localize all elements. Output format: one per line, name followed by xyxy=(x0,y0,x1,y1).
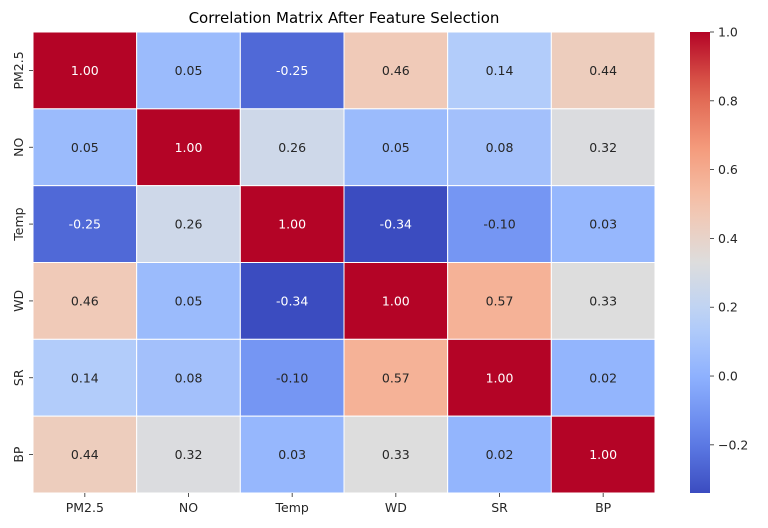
colorbar-tick-label-5: 0.8 xyxy=(718,93,738,108)
cell-4-0 xyxy=(32,338,138,417)
cell-label-1-3: 0.05 xyxy=(382,140,410,155)
x-tick-label-0: PM2.5 xyxy=(66,500,104,515)
cell-label-2-2: 1.00 xyxy=(278,217,306,232)
cell-label-5-0: 0.44 xyxy=(71,447,99,462)
colorbar-tick-label-1: 0.0 xyxy=(718,369,738,384)
colorbar-tick-label-6: 1.0 xyxy=(718,25,738,40)
cell-label-5-2: 0.03 xyxy=(278,447,306,462)
y-axis: PM2.5 NO Temp WD SR BP xyxy=(11,51,33,463)
cell-label-0-3: 0.46 xyxy=(382,63,410,78)
cell-label-5-5: 1.00 xyxy=(589,447,617,462)
cell-3-1 xyxy=(136,262,241,340)
cell-label-2-3: -0.34 xyxy=(380,217,412,232)
cell-1-5 xyxy=(550,108,656,187)
y-tick-label-4: SR xyxy=(11,369,26,386)
cell-2-3 xyxy=(343,185,449,264)
colorbar-tick-label-0: −0.2 xyxy=(718,437,748,452)
colorbar-tick-label-2: 0.2 xyxy=(718,300,738,315)
cell-label-0-2: -0.25 xyxy=(276,63,308,78)
heatmap-cell-labels: 1.00 0.05 -0.25 0.46 0.14 0.44 0.05 1.00 0.26 0.0… xyxy=(69,63,617,462)
colorbar-tick-label-4: 0.6 xyxy=(718,162,738,177)
cell-4-5 xyxy=(550,338,656,417)
cell-2-2 xyxy=(239,185,345,264)
cell-label-0-0: 1.00 xyxy=(71,63,99,78)
cell-2-1 xyxy=(136,185,241,264)
cell-label-5-1: 0.32 xyxy=(175,447,203,462)
cell-label-1-2: 0.26 xyxy=(278,140,306,155)
cell-label-5-4: 0.02 xyxy=(486,447,514,462)
cell-label-4-5: 0.02 xyxy=(589,370,617,385)
cell-label-4-4: 1.00 xyxy=(486,370,514,385)
y-tick-label-0: PM2.5 xyxy=(11,51,26,89)
cell-3-4 xyxy=(447,262,552,340)
heatmap-cells xyxy=(32,31,656,494)
y-tick-label-3: WD xyxy=(11,290,26,312)
cell-label-2-0: -0.25 xyxy=(69,217,101,232)
cell-label-1-0: 0.05 xyxy=(71,140,99,155)
cell-label-0-1: 0.05 xyxy=(175,63,203,78)
cell-label-0-4: 0.14 xyxy=(486,63,514,78)
y-tick-label-2: Temp xyxy=(11,207,26,241)
cell-0-4 xyxy=(447,31,552,110)
cell-3-0 xyxy=(32,262,138,340)
cell-label-2-4: -0.10 xyxy=(483,217,515,232)
cell-3-2 xyxy=(239,262,345,340)
chart-title: Correlation Matrix After Feature Selecti… xyxy=(189,9,500,27)
cell-5-0 xyxy=(32,415,138,494)
x-tick-label-5: BP xyxy=(595,500,612,515)
x-tick-label-1: NO xyxy=(179,500,198,515)
cell-0-2 xyxy=(239,31,345,110)
colorbar: −0.2 0.0 0.2 0.4 0.6 0.8 1.0 xyxy=(690,25,748,493)
colorbar-gradient xyxy=(690,32,710,493)
cell-0-1 xyxy=(136,31,241,110)
cell-label-0-5: 0.44 xyxy=(589,63,617,78)
cell-label-3-4: 0.57 xyxy=(486,293,514,308)
cell-4-3 xyxy=(343,338,449,417)
cell-label-4-0: 0.14 xyxy=(71,370,99,385)
cell-label-1-1: 1.00 xyxy=(175,140,203,155)
cell-0-0 xyxy=(32,31,138,110)
cell-label-1-5: 0.32 xyxy=(589,140,617,155)
cell-label-3-1: 0.05 xyxy=(175,293,203,308)
cell-4-4 xyxy=(447,338,552,417)
cell-2-5 xyxy=(550,185,656,264)
cell-1-3 xyxy=(343,108,449,187)
x-axis: PM2.5 NO Temp WD SR BP xyxy=(66,493,612,515)
cell-5-5 xyxy=(550,415,656,494)
cell-4-2 xyxy=(239,338,345,417)
cell-label-3-3: 1.00 xyxy=(382,293,410,308)
cell-2-0 xyxy=(32,185,138,264)
x-tick-label-3: WD xyxy=(385,500,407,515)
y-tick-label-1: NO xyxy=(11,138,26,157)
cell-3-5 xyxy=(550,262,656,340)
x-tick-label-4: SR xyxy=(491,500,508,515)
cell-5-4 xyxy=(447,415,552,494)
cell-label-4-1: 0.08 xyxy=(175,370,203,385)
cell-1-1 xyxy=(136,108,241,187)
cell-label-3-0: 0.46 xyxy=(71,293,99,308)
cell-label-2-5: 0.03 xyxy=(589,217,617,232)
cell-label-5-3: 0.33 xyxy=(382,447,410,462)
cell-label-4-2: -0.10 xyxy=(276,370,308,385)
x-tick-label-2: Temp xyxy=(275,500,309,515)
cell-label-4-3: 0.57 xyxy=(382,370,410,385)
cell-2-4 xyxy=(447,185,552,264)
colorbar-tick-label-3: 0.4 xyxy=(718,231,738,246)
cell-3-3 xyxy=(343,262,449,340)
cell-label-2-1: 0.26 xyxy=(175,217,203,232)
cell-label-1-4: 0.08 xyxy=(486,140,514,155)
cell-label-3-5: 0.33 xyxy=(589,293,617,308)
y-tick-label-5: BP xyxy=(11,446,26,463)
cell-0-3 xyxy=(343,31,449,110)
cell-label-3-2: -0.34 xyxy=(276,293,308,308)
cell-0-5 xyxy=(550,31,656,110)
